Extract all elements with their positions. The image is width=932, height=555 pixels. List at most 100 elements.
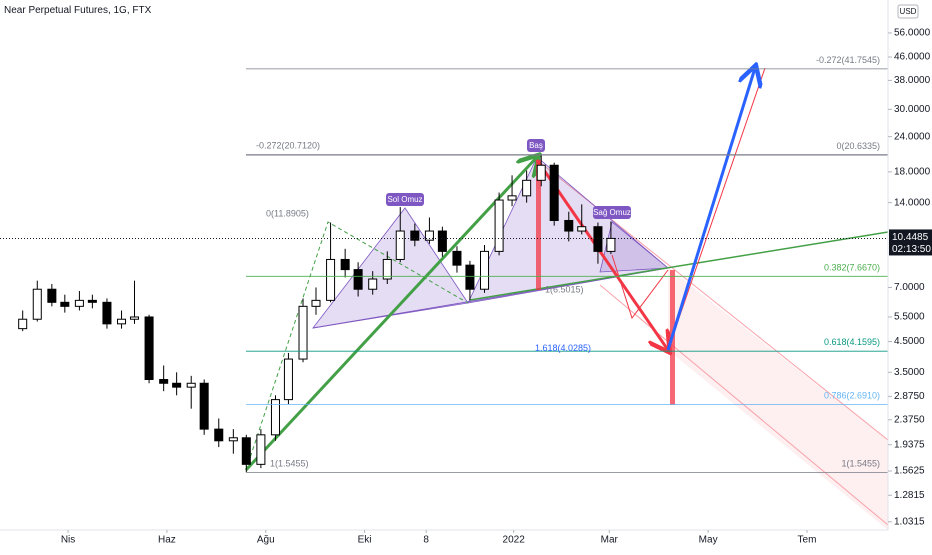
candle-body [424,230,434,241]
candle-body [102,301,112,325]
label-box [593,206,631,219]
pattern-label: Sol Omuz [387,195,422,204]
candle-body [480,250,490,290]
pattern-label: Baş [529,141,543,150]
candle-body [186,382,196,388]
candle-body [368,278,378,290]
chart-title: Near Perpetual Futures, 1G, FTX [4,5,152,16]
fib-label: -0.272(20.7120) [256,141,320,151]
x-tick-label: May [699,535,718,546]
x-tick-label: Haz [158,535,176,546]
fib-label: 1(6.5015) [545,285,584,295]
candle-body [199,382,209,430]
candle-body [536,164,546,181]
fib-label: 1(1.5455) [841,458,880,468]
right-shoulder [599,221,670,273]
x-tick-label: Eki [358,535,372,546]
y-tick-label: 7.0000 [894,282,925,293]
candle-body [87,299,97,303]
candle-body [410,230,420,241]
label-box [386,193,424,206]
down-arrow [535,159,668,350]
fib-levels: -0.272(41.7545) -0.272(20.7120) 0(20.6335)… [246,55,888,473]
y-tick-label: 2.3750 [894,414,925,425]
label-box [527,139,545,152]
fib-label: 0.618(4.1595) [824,337,880,347]
y-tick-label: 18.0000 [894,167,931,178]
x-tick-label: Nis [61,535,75,546]
x-tick-label: Tem [798,535,817,546]
candle-body [326,258,336,301]
fib-label: 0.382(7.6670) [824,262,880,272]
candle-body [144,316,154,381]
last-price: 10.4485 [892,232,929,243]
y-tick-label: 56.0000 [894,28,931,39]
y-tick-label: 1.9375 [894,439,925,450]
candle-body [159,379,169,384]
y-tick-label: 24.0000 [894,131,931,142]
channel-fill [668,268,888,530]
candle-body [593,226,603,252]
up-arrow [244,157,537,472]
fib-label: 1.618(4.0285) [535,343,591,353]
candle-body [283,358,293,401]
x-tick-label: Ağu [257,535,275,546]
candle-body [74,299,84,307]
candle-body [340,258,350,271]
candle-body [549,164,559,221]
candle-body [452,250,462,266]
candle-body [256,434,266,465]
candle-body [47,288,57,303]
drawings [244,67,889,530]
y-tick-label: 3.5000 [894,367,925,378]
candle-body [606,237,616,252]
currency-box [897,4,919,19]
countdown: 02:13:50 [892,244,931,255]
candle-body [437,230,447,252]
candle-body [522,179,532,197]
up-arrow [666,68,755,351]
pattern-labels: Sol Omuz Baş Sağ Omuz [386,139,631,219]
candle-body [32,288,42,320]
y-tick-label: 46.0000 [894,52,931,63]
candle-body [117,318,127,325]
candle-body [353,269,363,290]
y-tick-label: 14.0000 [894,197,931,208]
x-tick-label: Mar [601,535,619,546]
candle-body [270,399,280,436]
candle-body [311,299,321,307]
candle-body [129,316,140,320]
candle-body [395,230,405,260]
candle-body [577,226,587,232]
x-tick-label: 2022 [503,535,526,546]
dashed-leg [245,221,469,471]
y-tick-label: 38.0000 [894,75,931,86]
fib-label: -0.272(41.7545) [816,55,880,65]
pattern-label: Sağ Omuz [593,208,631,217]
currency: USD [900,7,917,16]
candle-body [465,264,475,290]
y-tick-label: 1.0315 [894,516,925,527]
candle-body [507,195,517,201]
x-tick-label: 8 [423,535,429,546]
fib-label: 0(11.8905) [266,209,309,219]
fib-label: 0.786(2.6910) [824,390,880,400]
y-tick-label: 30.0000 [894,104,931,115]
candle-body [228,437,238,442]
channel-line [599,284,889,526]
candles [18,154,616,473]
projection [667,67,766,351]
fib-label: 1(1.5455) [270,458,309,468]
target-bar [536,160,541,290]
fib-label: 0(20.6335) [836,141,880,151]
candle-body [214,428,224,442]
candle-body [494,199,504,252]
y-tick-label: 5.5000 [894,312,925,323]
y-tick-label: 2.8750 [894,391,925,402]
candle-body [172,382,182,388]
axes: 56.0000 46.0000 38.0000 30.0000 24.0000 18.00… [0,28,932,546]
candle-body [60,301,70,307]
last-price-badge [889,229,932,256]
